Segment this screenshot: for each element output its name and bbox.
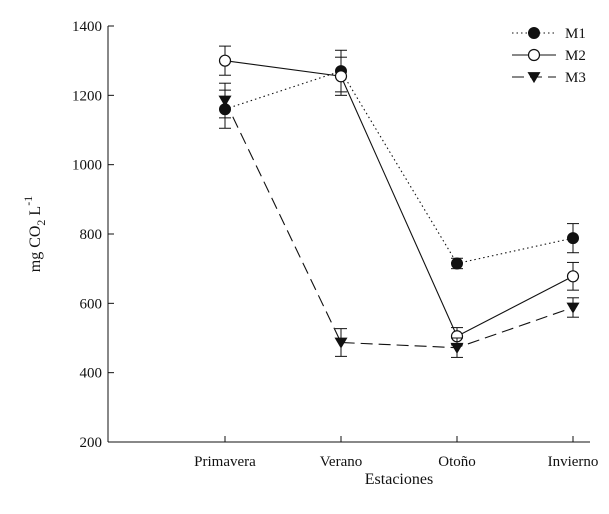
series-m3-point	[566, 302, 580, 314]
y-tick-label: 400	[80, 366, 103, 382]
series-m1-point	[567, 232, 579, 245]
series-m2	[218, 45, 580, 346]
y-tick-label: 600	[80, 296, 103, 312]
series-m2-point	[566, 270, 580, 283]
y-tick-label: 200	[80, 435, 103, 451]
y-tick-label: 1400	[72, 19, 102, 35]
series-m2-point	[218, 54, 232, 67]
series-m1	[219, 49, 579, 270]
x-axis-ticks: Primavera Verano Otoño Invierno	[194, 436, 598, 470]
series-m3-point	[450, 342, 464, 354]
x-tick-label: Invierno	[548, 454, 599, 470]
x-tick-label: Otoño	[438, 454, 476, 470]
y-axis-ticks: 200 400 600 800 1000 1200 1400	[72, 19, 114, 451]
legend-marker-m3	[527, 72, 541, 84]
x-tick-label: Verano	[320, 454, 362, 470]
legend-label-m2: M2	[565, 48, 586, 64]
series-m1-point	[451, 257, 463, 270]
legend-marker-m1	[528, 27, 540, 39]
series-m3	[218, 82, 580, 358]
legend-label-m3: M3	[565, 70, 586, 86]
x-tick-label: Primavera	[194, 454, 256, 470]
y-axis-title-after: L	[27, 206, 44, 220]
series-m3-point	[334, 337, 348, 349]
x-axis-title: Estaciones	[365, 471, 433, 488]
y-tick-label: 800	[80, 227, 103, 243]
y-axis-title-base: mg CO	[27, 226, 44, 273]
legend-marker-m2	[527, 48, 541, 62]
series-m2-point	[334, 70, 348, 83]
series-m3-point	[218, 95, 232, 107]
series-m1-line	[224, 70, 574, 265]
legend-item-m1: M1	[512, 26, 586, 42]
legend: M1 M2 M3	[512, 26, 586, 86]
y-axis-title-subscript: 2	[34, 220, 48, 226]
y-tick-label: 1200	[72, 88, 102, 104]
legend-item-m3: M3	[512, 70, 586, 86]
legend-item-m2: M2	[512, 48, 586, 64]
y-axis-title: mg CO2 L-1	[21, 196, 48, 272]
series-m2-line	[224, 60, 574, 338]
series-layer	[218, 45, 580, 358]
y-axis-title-superscript: -1	[21, 196, 35, 206]
plot-frame	[107, 26, 590, 443]
legend-label-m1: M1	[565, 26, 586, 42]
series-m3-line	[224, 100, 574, 349]
y-tick-label: 1000	[72, 158, 102, 174]
